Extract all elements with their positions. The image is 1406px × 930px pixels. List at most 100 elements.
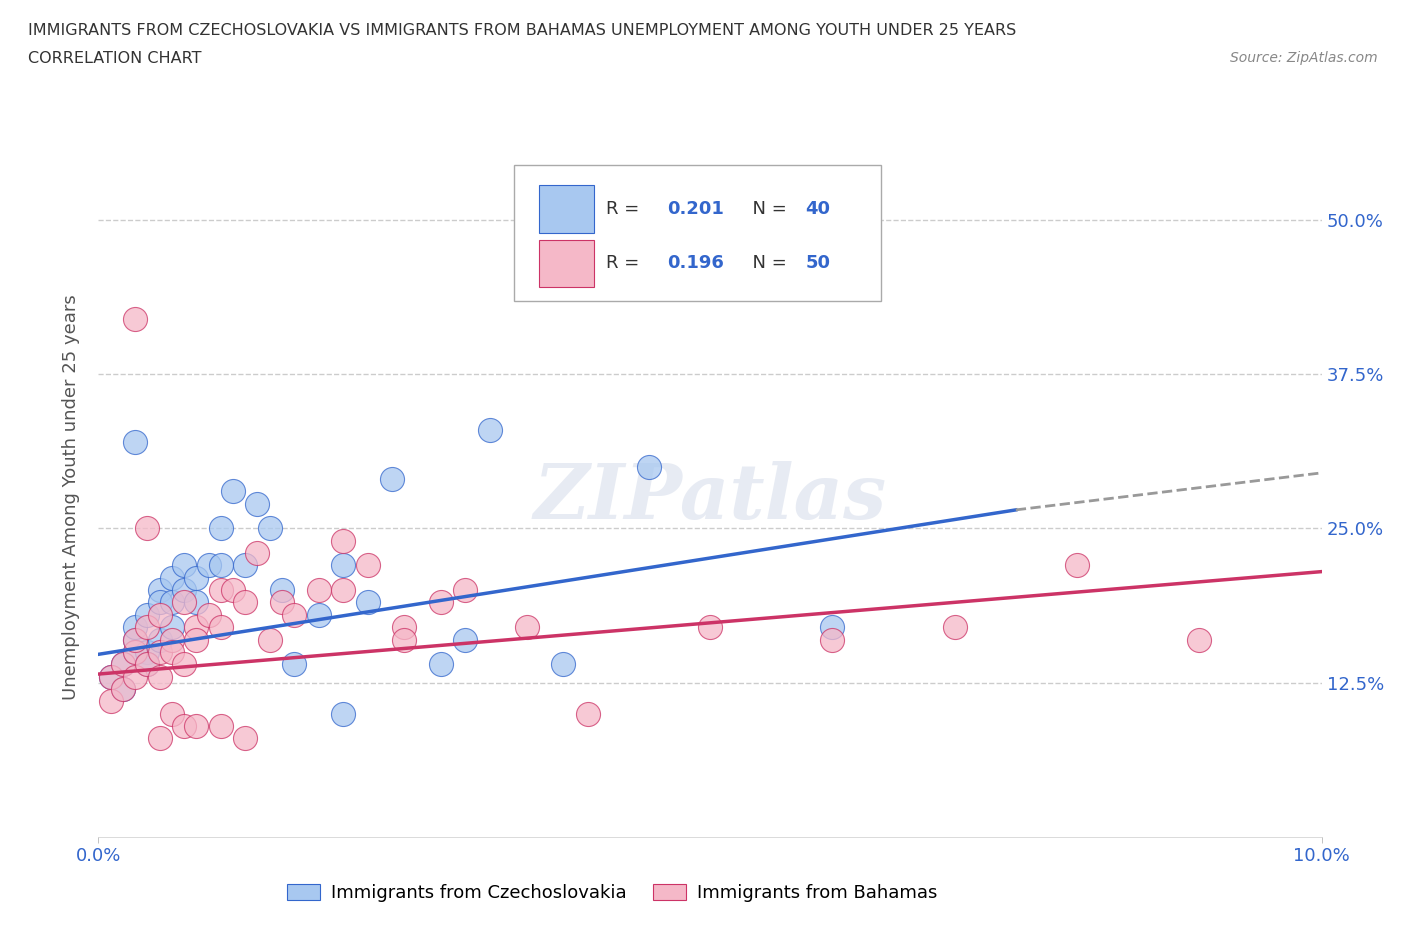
Point [332,583,354,598]
Point [943,619,966,634]
Point [259,521,281,536]
Point [197,607,219,622]
Point [222,583,245,598]
Text: CORRELATION CHART: CORRELATION CHART [28,51,201,66]
Point [699,619,721,634]
Point [356,595,378,610]
FancyBboxPatch shape [515,165,882,300]
Point [637,459,661,474]
Point [332,533,354,548]
Point [136,521,159,536]
Point [332,706,354,721]
Point [111,657,134,671]
Point [209,619,232,634]
Point [576,706,599,721]
Point [454,632,477,647]
Point [197,558,219,573]
Point [149,644,172,659]
Text: IMMIGRANTS FROM CZECHOSLOVAKIA VS IMMIGRANTS FROM BAHAMAS UNEMPLOYMENT AMONG YOU: IMMIGRANTS FROM CZECHOSLOVAKIA VS IMMIGR… [28,23,1017,38]
Point [186,570,208,585]
Point [173,657,195,671]
Point [516,619,538,634]
Point [233,731,256,746]
Point [160,644,183,659]
Point [124,632,146,647]
Point [173,558,195,573]
Text: R =: R = [606,200,645,218]
Text: 0.201: 0.201 [668,200,724,218]
Point [392,632,416,647]
Text: Source: ZipAtlas.com: Source: ZipAtlas.com [1230,51,1378,65]
Point [308,607,330,622]
Point [149,632,172,647]
Point [124,312,146,326]
Point [173,595,195,610]
Point [160,706,183,721]
Point [381,472,404,486]
Point [136,619,159,634]
Point [160,595,183,610]
Point [246,546,269,561]
Point [186,595,208,610]
Point [270,595,292,610]
Point [478,422,501,437]
Y-axis label: Unemployment Among Youth under 25 years: Unemployment Among Youth under 25 years [62,295,80,700]
Point [246,497,269,512]
Point [259,632,281,647]
Point [124,434,146,449]
Point [124,632,146,647]
Point [111,657,134,671]
Point [209,521,232,536]
Point [136,607,159,622]
Point [821,632,844,647]
Point [149,595,172,610]
Point [209,719,232,734]
Point [100,694,122,709]
Point [124,619,146,634]
Point [149,669,172,684]
Text: 0.196: 0.196 [668,254,724,272]
Point [308,583,330,598]
Legend: Immigrants from Czechoslovakia, Immigrants from Bahamas: Immigrants from Czechoslovakia, Immigran… [280,877,945,910]
Text: ZIPatlas: ZIPatlas [533,460,887,535]
Point [124,644,146,659]
Point [209,558,232,573]
Point [1188,632,1211,647]
Point [454,583,477,598]
Point [222,484,245,498]
Point [136,644,159,659]
Point [392,619,416,634]
Point [430,657,453,671]
Text: 50: 50 [806,254,831,272]
Point [111,682,134,697]
Point [111,682,134,697]
Point [160,632,183,647]
Point [136,657,159,671]
Point [186,619,208,634]
Text: 40: 40 [806,200,831,218]
Point [283,657,305,671]
Point [283,607,305,622]
FancyBboxPatch shape [538,185,593,232]
Point [233,595,256,610]
Point [136,657,159,671]
Point [149,607,172,622]
Point [160,570,183,585]
Point [186,632,208,647]
Point [332,558,354,573]
FancyBboxPatch shape [538,240,593,287]
Point [1066,558,1088,573]
Text: R =: R = [606,254,645,272]
Point [186,719,208,734]
Point [356,558,378,573]
Text: N =: N = [741,254,792,272]
Point [270,583,292,598]
Point [100,669,122,684]
Text: N =: N = [741,200,792,218]
Point [430,595,453,610]
Point [149,583,172,598]
Point [124,669,146,684]
Point [173,583,195,598]
Point [149,731,172,746]
Point [124,644,146,659]
